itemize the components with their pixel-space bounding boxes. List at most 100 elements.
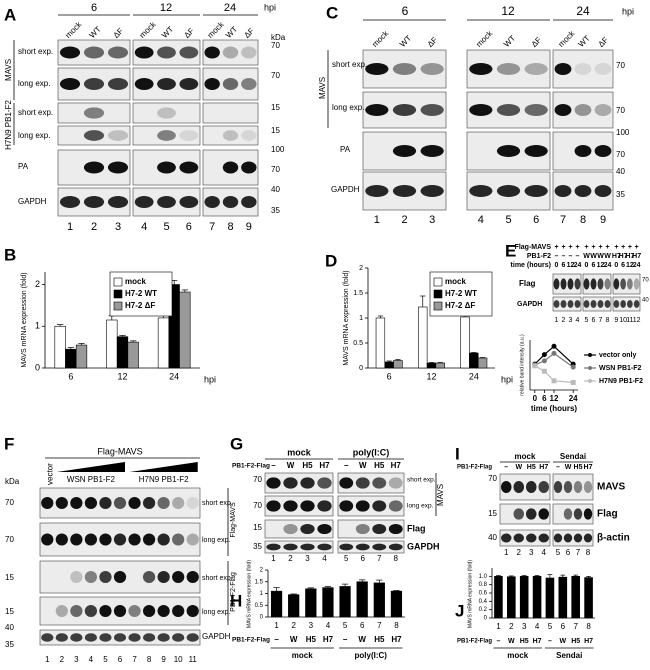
- row-label: PB1-F2: [527, 253, 551, 260]
- blot-band: [83, 46, 105, 59]
- blot-band: [99, 633, 112, 642]
- blot-band: [266, 543, 281, 551]
- bar: [532, 576, 542, 619]
- kda-label: kDa: [271, 33, 286, 42]
- blot-band: [113, 571, 127, 583]
- label: 12: [160, 2, 172, 14]
- blot-band: [186, 497, 199, 509]
- blot-band: [355, 523, 370, 535]
- blot-band: [107, 78, 129, 90]
- blot-band: [157, 46, 176, 59]
- lane-number: 2: [401, 214, 407, 226]
- blot-band: [583, 481, 593, 493]
- blot-frame: [264, 495, 334, 517]
- x-tick-label: 3: [522, 622, 527, 631]
- group-label: MAVS: [4, 59, 13, 81]
- condition-label: mock: [515, 452, 536, 461]
- lane-label: H7: [533, 638, 542, 645]
- blot-band: [172, 633, 185, 642]
- blot-frame: [337, 472, 405, 494]
- blot-band: [553, 533, 563, 543]
- blot-band: [128, 633, 141, 642]
- blot-band: [55, 533, 68, 546]
- bar: [390, 590, 403, 618]
- blot-band: [222, 130, 239, 141]
- blot-band: [604, 278, 611, 290]
- legend-swatch: [113, 277, 123, 287]
- x-tick-label: 6: [68, 371, 73, 381]
- x-tick-label: 12: [117, 371, 127, 381]
- y-tick-label: 2: [35, 279, 40, 289]
- lane-number: 6: [533, 214, 539, 226]
- lane-label: W: [597, 253, 604, 260]
- blot-band: [142, 497, 156, 509]
- lane-label: –: [562, 253, 566, 260]
- kda-label: 15: [253, 523, 262, 532]
- kda-label: 70: [271, 41, 280, 50]
- blot-band: [594, 104, 612, 116]
- y-tick-label: 0.6: [479, 591, 488, 597]
- lane-number: 5: [163, 221, 169, 233]
- point: [541, 358, 547, 364]
- blot-band: [241, 78, 257, 90]
- blot-band: [339, 543, 354, 551]
- row-label: Flag: [597, 509, 618, 520]
- row-label: short exp.: [202, 575, 233, 582]
- blot-band: [283, 500, 298, 512]
- bar: [373, 582, 385, 618]
- lane-label: +: [621, 244, 625, 251]
- lane-number: 9: [600, 214, 606, 226]
- row-label: short exp.: [18, 108, 53, 117]
- kda-label: 40: [488, 533, 497, 542]
- blot-band: [501, 533, 512, 543]
- x-tick-label: 4: [326, 621, 331, 630]
- lane-label: –: [504, 464, 508, 471]
- legend-label: H7-2 ΔF: [125, 301, 155, 310]
- lane-number: 2: [60, 655, 65, 664]
- blot-band: [186, 633, 199, 642]
- blot-frame: [337, 540, 405, 554]
- lane-number: 3: [529, 548, 534, 557]
- bar: [116, 336, 129, 369]
- blot-band: [300, 543, 315, 551]
- legend-label: vector only: [599, 352, 636, 359]
- blot-band: [157, 196, 176, 208]
- lane-number: 1: [271, 554, 276, 563]
- row-label: Flag: [407, 523, 426, 533]
- blot-band: [204, 46, 220, 59]
- blot-frame: [552, 296, 582, 312]
- x-tick-label: 0: [533, 394, 538, 403]
- blot-band: [172, 497, 185, 509]
- lane-label: 6: [562, 262, 566, 269]
- blot-band: [594, 63, 612, 75]
- blot-band: [590, 300, 597, 308]
- blot-band: [266, 500, 281, 512]
- kda-label: kDa: [5, 477, 20, 486]
- lane-number: 1: [67, 221, 73, 233]
- blot-band: [594, 145, 612, 157]
- legend-swatch: [433, 289, 443, 299]
- lane-label: H7: [584, 464, 593, 471]
- blot-band: [372, 543, 387, 551]
- x-tick-label: 12: [426, 371, 436, 381]
- panel-letter: D: [325, 251, 337, 270]
- lane-number: 4: [89, 655, 94, 664]
- lane-label: +: [605, 244, 609, 251]
- blot-band: [84, 497, 98, 509]
- bar: [356, 581, 368, 618]
- point: [532, 363, 538, 369]
- lane-label: +: [635, 244, 639, 251]
- row-label: long exp.: [202, 609, 230, 616]
- bar: [571, 576, 580, 619]
- row-label: Flag-MAVS: [515, 244, 552, 251]
- blot-band: [574, 104, 592, 116]
- bar: [460, 316, 470, 369]
- lane-number: 6: [118, 655, 123, 664]
- x-tick-label: 5: [343, 621, 348, 630]
- blot-band: [113, 605, 127, 617]
- blot-band: [469, 185, 493, 197]
- blot-frame: [582, 273, 612, 295]
- x-tick-label: 12: [550, 394, 559, 403]
- blot-band: [526, 508, 537, 520]
- lane-label: W: [287, 461, 295, 470]
